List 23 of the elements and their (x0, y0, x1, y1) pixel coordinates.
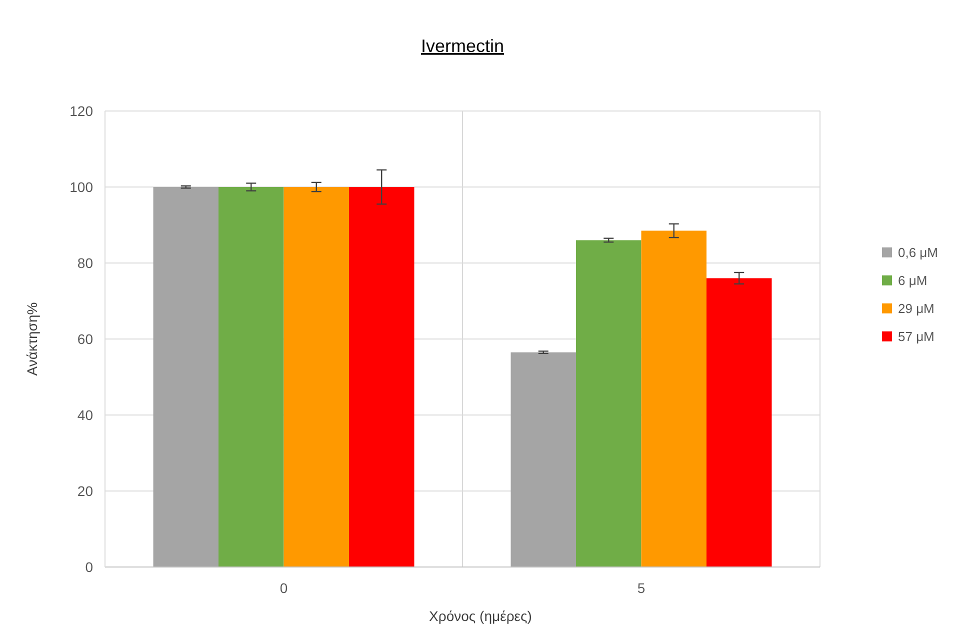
y-tick-label: 80 (77, 254, 94, 271)
bar (510, 352, 576, 567)
y-tick-label: 20 (77, 482, 94, 499)
legend-label: 29 μM (898, 300, 934, 316)
y-tick-label: 100 (70, 178, 94, 195)
bar (348, 187, 414, 567)
y-tick-label: 120 (70, 102, 94, 119)
chart-title: Ivermectin (420, 36, 504, 56)
x-axis-title: Χρόνος (ημέρες) (429, 608, 532, 624)
y-axis-title: Ανάκτηση% (24, 302, 40, 376)
bar (576, 240, 642, 567)
y-tick-label: 0 (85, 558, 94, 575)
x-tick-label: 5 (637, 580, 646, 596)
bar (218, 187, 284, 567)
bar (706, 278, 772, 567)
y-tick-label: 60 (77, 330, 94, 347)
legend-label: 6 μM (898, 272, 928, 288)
legend-label: 0,6 μM (898, 244, 938, 260)
bar (153, 187, 219, 567)
y-tick-label: 40 (77, 406, 94, 423)
bar (641, 230, 706, 567)
bar (284, 187, 349, 567)
legend-label: 57 μM (898, 328, 934, 344)
